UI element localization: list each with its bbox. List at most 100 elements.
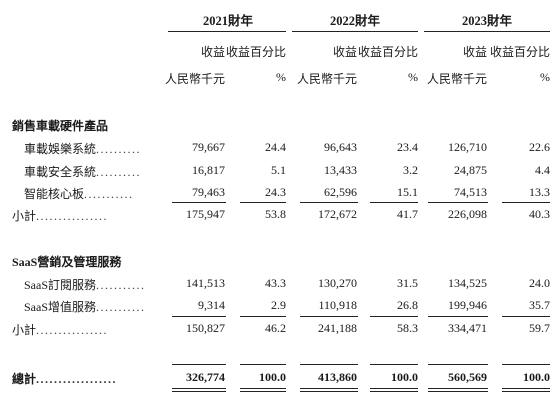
- year-header-2021: 2021財年: [202, 14, 253, 28]
- cell-rev-2021: 79,667: [192, 140, 225, 154]
- unit-revenue-2023: 人民幣千元: [426, 72, 487, 86]
- cell-rev-2022: 130,270: [318, 276, 357, 290]
- total-double-rule-rev-2021: [172, 388, 226, 389]
- cell-pct-2021: 24.4: [265, 140, 286, 154]
- cell-rev-2021: 175,947: [186, 207, 225, 221]
- cell-rev-2022: 172,672: [318, 207, 357, 221]
- subtotal-label: 小計................: [12, 321, 108, 338]
- leader-dots: ..........: [96, 165, 142, 179]
- cell-pct-2023: 4.4: [535, 163, 550, 177]
- cell-pct-2022: 31.5: [397, 276, 418, 290]
- subtotal-rule-pct-2021: [240, 316, 286, 317]
- row-label: 智能核心板...........: [24, 185, 134, 202]
- leader-dots: ...........: [96, 278, 146, 292]
- cell-rev-2022: 96,643: [324, 140, 357, 154]
- cell-rev-2023: 334,471: [448, 321, 487, 335]
- total-label-text: 總計: [12, 372, 37, 386]
- subtotal-label-text: 小計: [12, 209, 37, 223]
- cell-rev-2023: 24,875: [454, 163, 487, 177]
- cell-pct-2021: 53.8: [265, 207, 286, 221]
- year-header-2023: 2023財年: [461, 14, 512, 28]
- subtotal-rule-pct-2022: [370, 316, 418, 317]
- total-double-rule-rev-2022-b: [300, 391, 358, 392]
- cell-pct-2023: 22.6: [529, 140, 550, 154]
- cell-pct-2021: 5.1: [271, 163, 286, 177]
- cell-pct-2023: 59.7: [529, 321, 550, 335]
- cell-rev-2022: 413,860: [318, 370, 357, 384]
- year-rule-2021: [168, 31, 286, 32]
- cell-rev-2022: 110,918: [318, 298, 357, 312]
- subtotal-rule-rev-2023: [428, 202, 488, 203]
- total-double-rule-pct-2023-b: [502, 391, 550, 392]
- total-double-rule-rev-2021-b: [172, 391, 226, 392]
- leader-dots: ...........: [96, 300, 146, 314]
- row-label-text: 智能核心板: [24, 187, 85, 201]
- unit-revenue-2022: 人民幣千元: [296, 72, 357, 86]
- total-rule-pct-2022: [370, 364, 418, 365]
- year-header-2022: 2022財年: [329, 14, 380, 28]
- total-rule-rev-2022: [300, 364, 358, 365]
- cell-pct-2021: 24.3: [265, 185, 286, 199]
- total-double-rule-pct-2021: [240, 388, 286, 389]
- cell-rev-2021: 150,827: [186, 321, 225, 335]
- total-double-rule-pct-2022: [370, 388, 418, 389]
- cell-pct-2021: 2.9: [271, 298, 286, 312]
- leader-dots: ...........: [84, 187, 134, 201]
- cell-pct-2022: 100.0: [391, 370, 418, 384]
- cell-pct-2022: 26.8: [397, 298, 418, 312]
- subtotal-rule-rev-2022: [300, 316, 358, 317]
- col-pct-2022: 收益百分比: [357, 45, 418, 59]
- unit-pct-2022: %: [408, 70, 418, 84]
- cell-pct-2023: 40.3: [529, 207, 550, 221]
- leader-dots: ..................: [36, 372, 118, 386]
- year-rule-2022: [292, 31, 418, 32]
- leader-dots: ................: [36, 209, 109, 223]
- row-label: 車載安全系統..........: [24, 163, 141, 180]
- subtotal-rule-rev-2022: [300, 202, 358, 203]
- cell-pct-2023: 35.7: [529, 298, 550, 312]
- row-label-text: SaaS增值服務: [24, 300, 97, 314]
- cell-rev-2022: 13,433: [324, 163, 357, 177]
- total-double-rule-pct-2021-b: [240, 391, 286, 392]
- total-double-rule-rev-2022: [300, 388, 358, 389]
- cell-pct-2022: 15.1: [397, 185, 418, 199]
- cell-pct-2022: 3.2: [403, 163, 418, 177]
- total-label: 總計..................: [12, 370, 117, 387]
- total-rule-rev-2021: [172, 364, 226, 365]
- subtotal-rule-rev-2021: [172, 316, 226, 317]
- subtotal-rule-pct-2023: [502, 316, 550, 317]
- cell-rev-2021: 9,314: [198, 298, 225, 312]
- cell-pct-2022: 58.3: [397, 321, 418, 335]
- subtotal-label-text: 小計: [12, 323, 37, 337]
- section-title-hardware: 銷售車載硬件產品: [12, 119, 109, 133]
- col-revenue-2023: 收益: [462, 45, 487, 59]
- cell-pct-2023: 24.0: [529, 276, 550, 290]
- cell-rev-2021: 16,817: [192, 163, 225, 177]
- cell-rev-2023: 226,098: [448, 207, 487, 221]
- cell-pct-2023: 100.0: [523, 370, 550, 384]
- row-label-text: 車載安全系統: [24, 165, 97, 179]
- cell-rev-2023: 560,569: [448, 370, 487, 384]
- cell-rev-2021: 79,463: [192, 185, 225, 199]
- row-label-text: SaaS訂閱服務: [24, 278, 97, 292]
- total-rule-pct-2021: [240, 364, 286, 365]
- row-label: 車載娛樂系統..........: [24, 140, 141, 157]
- subtotal-rule-rev-2023: [428, 316, 488, 317]
- col-pct-2021: 收益百分比: [225, 45, 286, 59]
- subtotal-rule-pct-2021: [240, 202, 286, 203]
- row-label: SaaS增值服務...........: [24, 298, 146, 315]
- subtotal-rule-pct-2022: [370, 202, 418, 203]
- total-double-rule-rev-2023: [428, 388, 488, 389]
- subtotal-rule-pct-2023: [502, 202, 550, 203]
- leader-dots: ................: [36, 323, 109, 337]
- col-revenue-2022: 收益: [332, 45, 357, 59]
- row-label-text: 車載娛樂系統: [24, 142, 97, 156]
- col-revenue-2021: 收益: [200, 45, 225, 59]
- cell-rev-2021: 326,774: [186, 370, 225, 384]
- total-rule-rev-2023: [428, 364, 488, 365]
- col-pct-2023: 收益百分比: [489, 45, 550, 59]
- cell-pct-2021: 43.3: [265, 276, 286, 290]
- total-double-rule-pct-2022-b: [370, 391, 418, 392]
- cell-pct-2021: 100.0: [259, 370, 286, 384]
- subtotal-label: 小計................: [12, 207, 108, 224]
